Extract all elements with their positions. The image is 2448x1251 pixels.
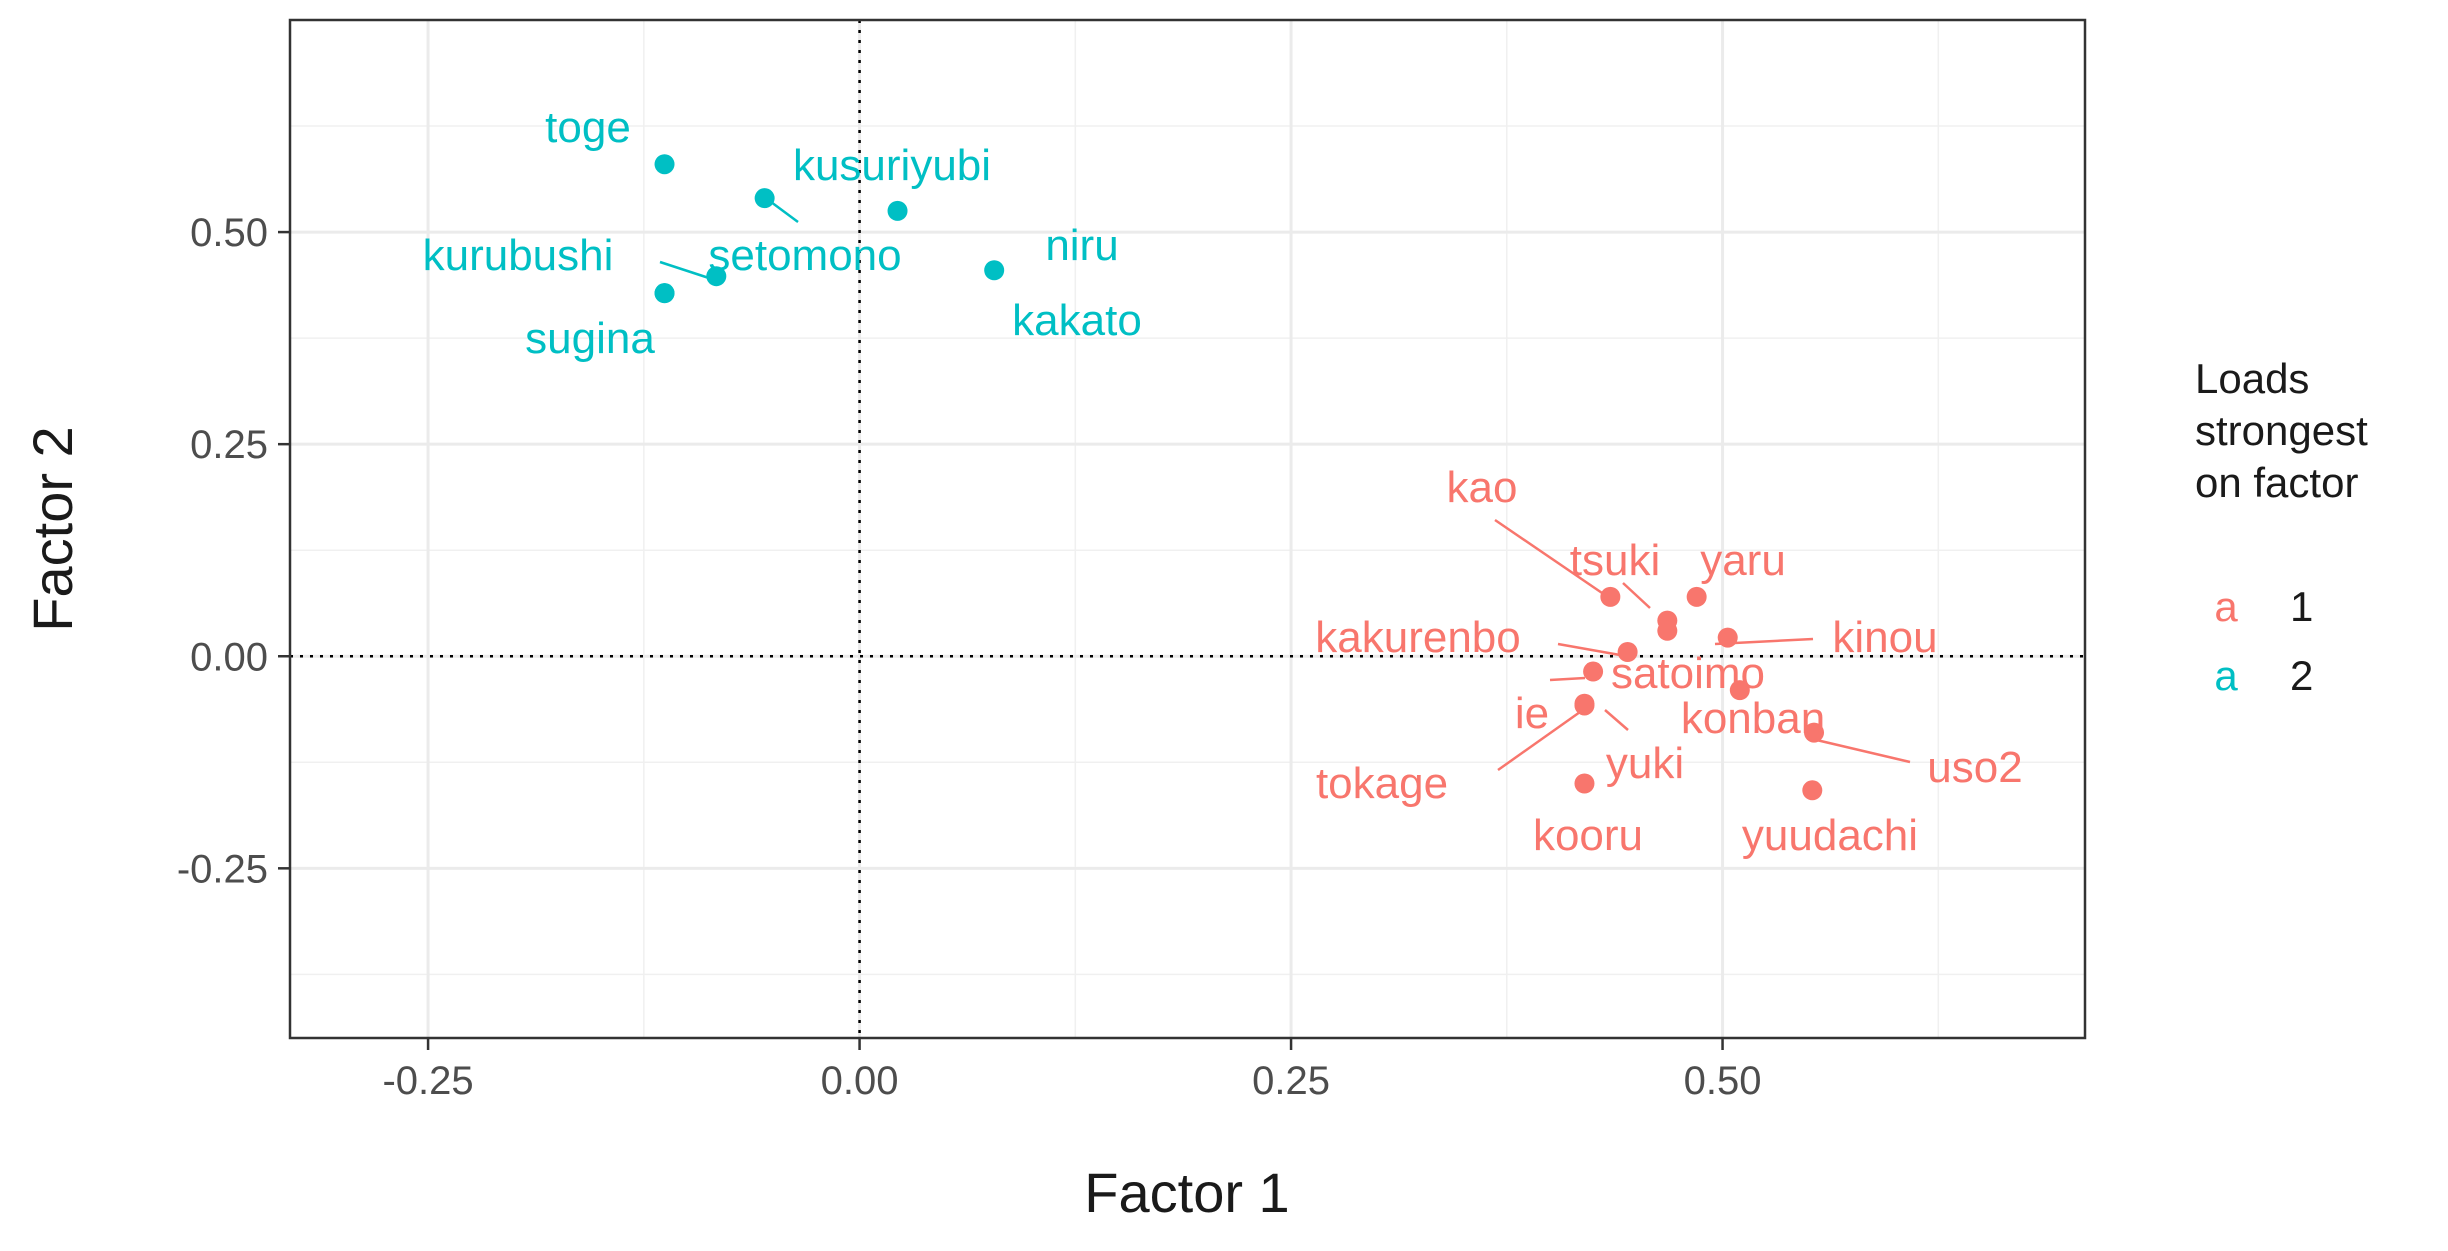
point-labels: kao tsuki yaru kinou kakurenbo satoimo ie tokag… [423,103,2023,860]
y-axis-title: Factor 2 [21,426,84,631]
legend: Loads strongest on factor a 1 a 2 [2195,355,2368,699]
data-point-setomono [706,266,727,287]
point-label-setomono: setomono [708,231,901,280]
data-point-yuki [1657,620,1678,641]
plot-panel-background [290,20,2085,1038]
point-label-sugina: sugina [525,314,655,363]
point-label-kooru: kooru [1533,811,1643,860]
point-label-yuki: yuki [1606,739,1684,788]
x-axis: -0.25 0.00 0.25 0.50 [382,1038,1761,1103]
leader-line-tsuki [1622,582,1651,609]
leader-line-kurubushi [659,260,716,282]
legend-key-1: a [2214,583,2238,630]
y-axis: -0.25 0.00 0.25 0.50 [177,211,290,891]
data-point-uso2 [1804,722,1825,743]
leader-line-ie [1604,709,1629,731]
point-label-yaru: yaru [1700,536,1786,585]
point-label-kurubushi: kurubushi [423,231,614,280]
leader-line-satoimo [1549,676,1586,682]
data-point-kooru [1574,773,1595,794]
y-tick-label: -0.25 [177,847,268,891]
legend-title-line-2: strongest [2195,407,2368,454]
major-gridlines [290,20,2085,1038]
legend-title-line-3: on factor [2195,459,2358,506]
data-points [654,154,1825,801]
y-tick-label: 0.00 [190,635,268,679]
point-label-tsuki: tsuki [1570,536,1660,585]
data-point-toge [654,154,675,175]
data-point-kao [1600,586,1621,607]
y-tick-label: 0.50 [190,211,268,255]
x-tick-label: 0.25 [1252,1059,1330,1103]
point-label-kinou: kinou [1832,613,1937,662]
legend-title-line-1: Loads [2195,355,2309,402]
x-tick-label: 0.00 [821,1059,899,1103]
leader-line-kakurenbo [1557,642,1621,657]
data-point-konban [1729,680,1750,701]
data-point-yuudachi [1802,780,1823,801]
legend-label-2: 2 [2290,652,2313,699]
point-label-toge: toge [545,103,631,152]
minor-gridlines [290,20,2085,1038]
point-label-tokage: tokage [1316,759,1448,808]
leader-line-kao [1494,518,1606,597]
point-label-satoimo: satoimo [1611,649,1765,698]
leader-line-tokage [1497,710,1581,772]
point-label-kusuriyubi: kusuriyubi [793,141,991,190]
point-label-ie: ie [1515,689,1549,738]
point-label-uso2: uso2 [1927,743,2022,792]
point-label-konban: konban [1681,694,1825,743]
data-point-tokage [1574,693,1595,714]
point-label-yuudachi: yuudachi [1742,811,1918,860]
data-point-sugina [654,283,675,304]
data-point-satoimo [1583,661,1604,682]
data-point-kinou [1717,627,1738,648]
x-tick-label: 0.50 [1684,1059,1762,1103]
data-point-kakato [984,260,1005,281]
x-tick-label: -0.25 [382,1059,473,1103]
data-point-niru [887,200,908,221]
plot-panel-border [288,18,2087,1040]
x-axis-title: Factor 1 [1084,1161,1289,1224]
point-label-kakurenbo: kakurenbo [1315,613,1520,662]
data-point-yaru [1686,586,1707,607]
legend-label-1: 1 [2290,583,2313,630]
legend-key-2: a [2214,652,2238,699]
y-tick-label: 0.25 [190,423,268,467]
point-label-kakato: kakato [1012,296,1142,345]
point-label-kao: kao [1447,463,1518,512]
point-label-niru: niru [1045,221,1118,270]
label-leader-lines [659,197,1911,772]
data-point-kusuriyubi [754,188,775,209]
data-point-kakurenbo [1617,642,1638,663]
leader-line-uso2 [1807,736,1911,764]
